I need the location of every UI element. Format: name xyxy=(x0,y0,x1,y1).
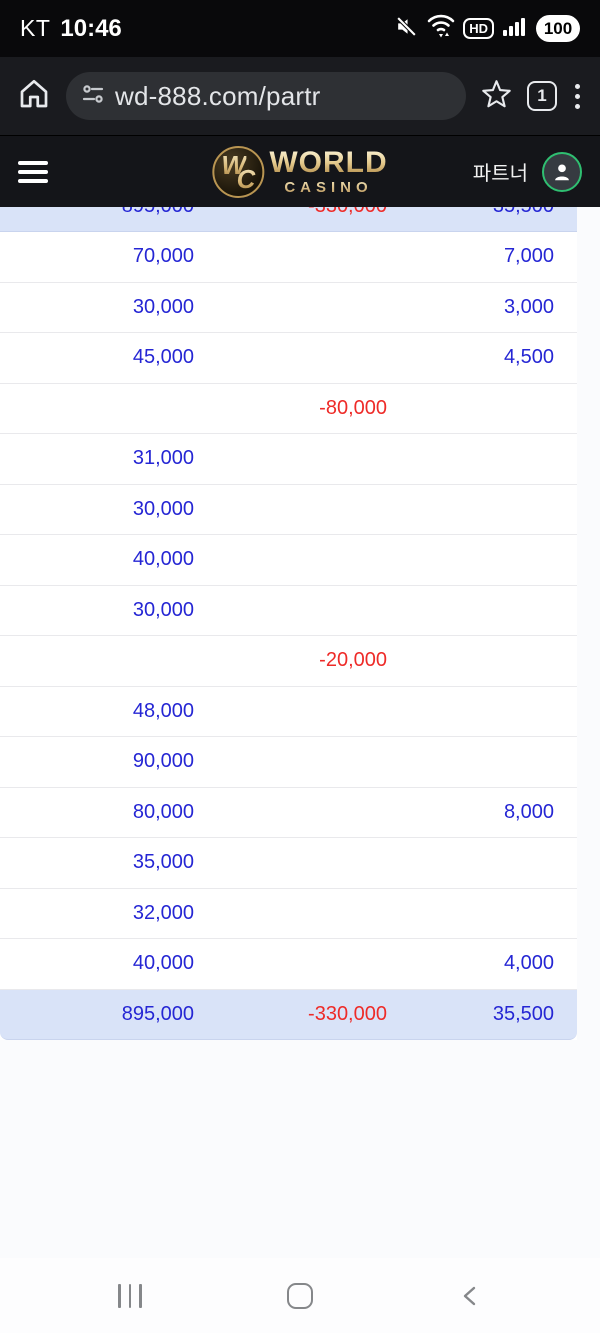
table-row-top-total[interactable]: 895,000 -330,000 35,500 xyxy=(0,207,577,232)
recents-icon[interactable] xyxy=(115,1281,145,1311)
home-icon[interactable] xyxy=(16,76,52,117)
tab-switcher[interactable]: 1 xyxy=(527,81,557,111)
site-settings-icon[interactable] xyxy=(81,82,105,111)
status-clock: 10:46 xyxy=(60,14,122,42)
logo-text: WORLD CASINO xyxy=(269,146,388,196)
logo-sub: CASINO xyxy=(284,179,373,196)
table-cell-c1: 30,000 xyxy=(132,295,194,318)
mute-icon xyxy=(394,14,419,44)
back-icon[interactable] xyxy=(455,1281,485,1311)
table-cell-c1: 32,000 xyxy=(132,901,194,924)
star-icon[interactable] xyxy=(480,77,513,115)
table-row[interactable]: 80,000 8,000 xyxy=(0,787,577,838)
table-row[interactable]: 90,000 xyxy=(0,737,577,788)
home-icon-nav[interactable] xyxy=(285,1281,315,1311)
status-bar: KT 10:46 HD xyxy=(0,0,600,57)
table-row[interactable]: -80,000 xyxy=(0,383,577,434)
partner-table: 895,000 -330,000 35,500 70,000 7,000 30,00… xyxy=(0,207,577,1040)
wifi-icon xyxy=(427,13,455,44)
table-cell-c3: 3,000 xyxy=(503,295,554,318)
clipped-row-wrapper: 895,000 -330,000 35,500 xyxy=(0,207,577,232)
table-cell-c2: -80,000 xyxy=(319,396,387,419)
battery-pill: 100 xyxy=(536,15,580,42)
signal-icon xyxy=(502,15,528,42)
table-body: 70,000 7,000 30,000 3,000 45,000 4,500 -80,000… xyxy=(0,232,577,990)
url-bar[interactable]: wd-888.com/partr xyxy=(66,72,466,120)
table-cell-c1: 40,000 xyxy=(132,952,194,975)
avatar-person-icon xyxy=(555,163,569,180)
table-cell-c1: 31,000 xyxy=(132,447,194,470)
monogram-w: W xyxy=(221,149,246,180)
hd-badge: HD xyxy=(463,17,494,40)
menu-icon[interactable] xyxy=(18,160,48,183)
table-cell-c1: 30,000 xyxy=(132,598,194,621)
site-header: W C WORLD CASINO 파트너 xyxy=(0,135,600,207)
table-cell-c1: 895,000 xyxy=(121,1002,194,1025)
table-cell-c3: 35,500 xyxy=(492,1002,554,1025)
partner-label: 파트너 xyxy=(472,163,528,185)
table-cell-c1: 70,000 xyxy=(132,245,194,268)
table-cell-c1: 90,000 xyxy=(132,750,194,773)
table-cell-c1: 30,000 xyxy=(132,497,194,520)
table-row[interactable]: 48,000 xyxy=(0,686,577,737)
table-cell-c1: 895,000 xyxy=(0,207,205,218)
android-nav-bar xyxy=(0,1258,600,1333)
page-content: 895,000 -330,000 35,500 70,000 7,000 30,00… xyxy=(0,207,600,1258)
table-cell-c1: 40,000 xyxy=(132,548,194,571)
table-cell-c3: 35,500 xyxy=(395,207,577,218)
table-row[interactable]: 40,000 xyxy=(0,535,577,586)
table-row[interactable]: 45,000 4,500 xyxy=(0,333,577,384)
wc-monogram-icon: W C xyxy=(212,145,265,198)
table-cell-c2: -330,000 xyxy=(308,1002,387,1025)
table-cell-c1: 48,000 xyxy=(132,699,194,722)
monogram-c: C xyxy=(236,163,256,194)
table-row[interactable]: 32,000 xyxy=(0,888,577,939)
table-cell-c2: -330,000 xyxy=(205,207,395,218)
avatar[interactable] xyxy=(542,151,582,192)
table-row[interactable]: -20,000 xyxy=(0,636,577,687)
table-cell-c2: -20,000 xyxy=(319,649,387,672)
table-row[interactable]: 70,000 7,000 xyxy=(0,232,577,283)
table-row[interactable]: 30,000 xyxy=(0,585,577,636)
status-icons: HD 100 xyxy=(394,13,580,44)
site-logo[interactable]: W C WORLD CASINO xyxy=(212,145,388,198)
table-cell-c3: 4,000 xyxy=(503,952,554,975)
table-row[interactable]: 35,000 xyxy=(0,838,577,889)
carrier-label: KT xyxy=(20,15,51,41)
table-row[interactable]: 30,000 3,000 xyxy=(0,282,577,333)
table-row[interactable]: 40,000 4,000 xyxy=(0,939,577,990)
table-cell-c3: 7,000 xyxy=(503,245,554,268)
table-cell-c1: 35,000 xyxy=(132,851,194,874)
browser-toolbar: wd-888.com/partr 1 xyxy=(0,57,600,135)
kebab-menu-icon[interactable] xyxy=(571,83,584,109)
table-cell-c1: 80,000 xyxy=(132,800,194,823)
table-cell-c1: 45,000 xyxy=(132,346,194,369)
table-cell-c3: 4,500 xyxy=(503,346,554,369)
table-cell-c3: 8,000 xyxy=(503,800,554,823)
table-row-total[interactable]: 895,000 -330,000 35,500 xyxy=(0,989,577,1040)
url-text[interactable]: wd-888.com/partr xyxy=(115,80,321,111)
logo-main: WORLD xyxy=(269,146,388,179)
table-row[interactable]: 31,000 xyxy=(0,434,577,485)
table-row[interactable]: 30,000 xyxy=(0,484,577,535)
